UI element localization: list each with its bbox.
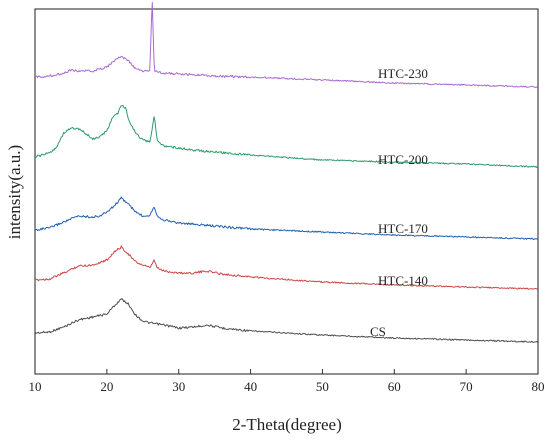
- plot-frame: [34, 8, 539, 375]
- series-line-htc-170: [34, 196, 538, 240]
- x-tick-label: 30: [172, 379, 185, 394]
- series-label-htc-230: HTC-230: [378, 66, 428, 81]
- series-line-cs: [34, 298, 539, 343]
- series-label-htc-200: HTC-200: [378, 152, 428, 167]
- x-tick-label: 20: [100, 379, 113, 394]
- x-axis-title: 2-Theta(degree): [232, 415, 341, 434]
- series-line-htc-230: [34, 2, 538, 88]
- series-label-htc-170: HTC-170: [378, 221, 428, 236]
- series-label-htc-140: HTC-140: [378, 273, 428, 288]
- x-tick-label: 70: [460, 379, 473, 394]
- x-tick-label: 40: [244, 379, 257, 394]
- series-line-htc-200: [34, 104, 538, 169]
- x-tick-label: 50: [316, 379, 329, 394]
- series-line-htc-140: [35, 245, 538, 291]
- x-tick-label: 80: [532, 379, 545, 394]
- x-tick-label: 60: [388, 379, 401, 394]
- series-label-group: CS HTC-140 HTC-170 HTC-200 HTC-230: [370, 66, 428, 339]
- y-axis-title: intensity(a.u.): [5, 145, 24, 239]
- series-group: [34, 2, 539, 343]
- x-tick-group: 10 20 30 40 50 60 70 80: [29, 369, 545, 394]
- series-label-cs: CS: [370, 324, 386, 339]
- x-tick-label: 10: [29, 379, 42, 394]
